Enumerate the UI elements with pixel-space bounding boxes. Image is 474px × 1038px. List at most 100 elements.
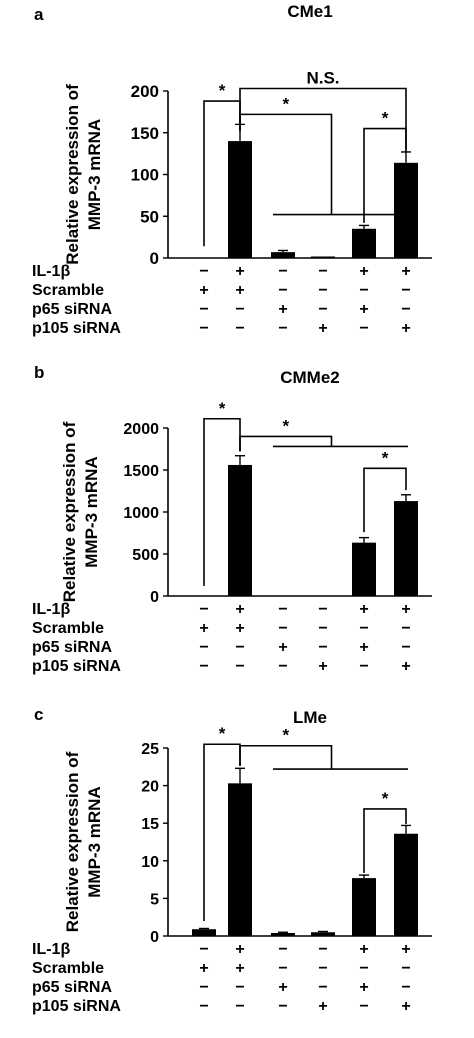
significance-star: * <box>382 109 389 128</box>
condition-symbol: + <box>199 620 208 637</box>
condition-symbol: − <box>278 658 287 675</box>
significance-star: * <box>282 416 289 435</box>
y-axis-label: MMP-3 mRNA <box>82 456 101 567</box>
condition-row-label: p105 siRNA <box>32 998 121 1015</box>
condition-symbol: − <box>318 941 327 958</box>
condition-symbol: − <box>199 979 208 996</box>
condition-symbol: − <box>199 639 208 656</box>
bar <box>352 542 376 596</box>
condition-symbol: + <box>359 301 368 318</box>
y-tick-label: 100 <box>131 166 159 185</box>
ns-label: N.S. <box>306 68 339 87</box>
condition-symbol: − <box>359 658 368 675</box>
condition-symbol: − <box>359 282 368 299</box>
condition-symbol: − <box>359 320 368 337</box>
condition-symbol: + <box>235 960 244 977</box>
condition-symbol: − <box>401 979 410 996</box>
y-tick-label: 15 <box>141 816 159 833</box>
condition-symbol: − <box>401 282 410 299</box>
condition-symbol: + <box>359 941 368 958</box>
significance-star: * <box>282 94 289 113</box>
condition-symbol: + <box>359 979 368 996</box>
condition-row-label: IL-1β <box>32 941 70 958</box>
condition-symbol: − <box>278 960 287 977</box>
condition-symbol: − <box>401 301 410 318</box>
y-tick-label: 25 <box>141 741 159 758</box>
condition-symbol: − <box>235 639 244 656</box>
condition-symbol: − <box>318 601 327 618</box>
condition-symbol: − <box>278 320 287 337</box>
significance-bracket <box>239 435 333 452</box>
significance-star: * <box>382 448 389 467</box>
condition-symbol: + <box>401 263 410 280</box>
bar <box>228 141 252 258</box>
condition-symbol: − <box>278 998 287 1015</box>
panel-a: a CMe1 Relative expression of MMP-3 mRNA 0 50… <box>32 2 432 337</box>
condition-symbol: − <box>278 601 287 618</box>
condition-symbol: + <box>359 263 368 280</box>
y-tick-label: 0 <box>150 929 159 946</box>
condition-symbol: + <box>318 998 327 1015</box>
significance-bracket <box>203 417 241 586</box>
significance-star: * <box>219 724 226 743</box>
condition-symbol: − <box>401 960 410 977</box>
condition-row-label: IL-1β <box>32 263 70 280</box>
y-tick-label: 1500 <box>123 463 159 480</box>
condition-symbol: + <box>401 998 410 1015</box>
panel-c: c LMe Relative expression of MMP-3 mRNA 0 5 10… <box>32 705 432 1015</box>
bar <box>394 162 418 258</box>
significance-star: * <box>282 726 289 745</box>
condition-symbol: − <box>318 979 327 996</box>
condition-row-label: p65 siRNA <box>32 979 112 996</box>
condition-symbol: − <box>318 639 327 656</box>
significance-star: * <box>219 399 226 418</box>
y-tick-label: 50 <box>140 207 159 226</box>
y-axis-label: Relative expression of <box>63 84 82 265</box>
panel-label: a <box>34 5 44 24</box>
condition-row-label: p105 siRNA <box>32 658 121 675</box>
y-tick-label: 500 <box>132 547 159 564</box>
condition-symbol: + <box>235 620 244 637</box>
bar <box>352 228 376 258</box>
bar <box>228 783 252 936</box>
condition-symbol: + <box>278 301 287 318</box>
significance-star: * <box>382 789 389 808</box>
y-tick-label: 0 <box>150 249 159 268</box>
y-axis-label: Relative expression of <box>63 751 82 932</box>
condition-symbol: − <box>199 658 208 675</box>
y-tick-label: 20 <box>141 779 159 796</box>
condition-symbol: + <box>401 658 410 675</box>
condition-symbol: − <box>359 960 368 977</box>
condition-symbol: − <box>235 658 244 675</box>
condition-symbol: + <box>278 639 287 656</box>
condition-symbol: − <box>318 960 327 977</box>
bar <box>311 932 335 936</box>
condition-symbol: − <box>199 941 208 958</box>
condition-symbol: − <box>318 263 327 280</box>
condition-symbol: + <box>235 263 244 280</box>
condition-symbol: − <box>235 998 244 1015</box>
bar <box>394 833 418 936</box>
chart-title: LMe <box>293 708 327 727</box>
condition-symbol: − <box>401 620 410 637</box>
significance-bracket <box>363 808 407 873</box>
y-tick-label: 200 <box>131 82 159 101</box>
y-tick-label: 5 <box>150 891 159 908</box>
condition-symbol: + <box>401 320 410 337</box>
bar <box>228 464 252 596</box>
condition-symbol: + <box>278 979 287 996</box>
condition-symbol: − <box>359 998 368 1015</box>
significance-bracket <box>239 744 333 770</box>
condition-symbol: + <box>401 941 410 958</box>
condition-symbol: − <box>318 620 327 637</box>
condition-symbol: + <box>359 601 368 618</box>
significance-star: * <box>219 81 226 100</box>
condition-symbol: − <box>235 301 244 318</box>
condition-symbol: + <box>235 601 244 618</box>
bar <box>192 929 216 936</box>
condition-symbol: − <box>401 639 410 656</box>
chart-title: CMe1 <box>287 2 332 21</box>
y-axis-label: MMP-3 mRNA <box>85 786 104 897</box>
bar <box>271 932 295 936</box>
y-axis-label: MMP-3 mRNA <box>85 119 104 230</box>
